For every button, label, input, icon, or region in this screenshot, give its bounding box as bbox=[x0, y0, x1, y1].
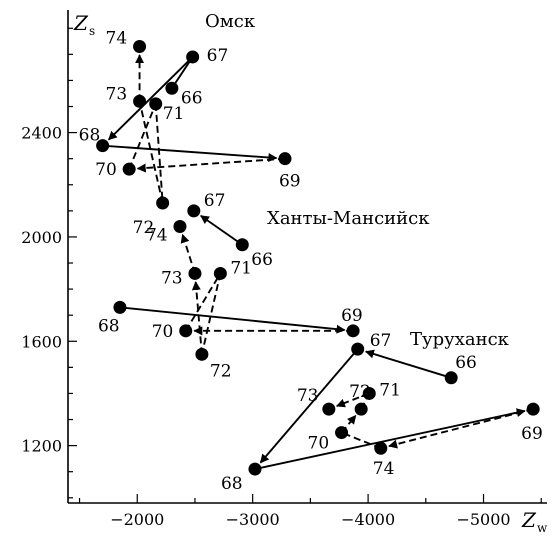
data-point-71 bbox=[213, 266, 227, 280]
data-point-72 bbox=[354, 402, 368, 416]
point-label: 68 bbox=[98, 316, 120, 336]
y-tick-label: 2000 bbox=[21, 228, 62, 247]
segment-68-69 bbox=[119, 306, 346, 334]
data-point-70 bbox=[122, 162, 136, 176]
data-point-69 bbox=[346, 324, 360, 338]
point-label: 69 bbox=[341, 306, 363, 326]
point-label: 70 bbox=[152, 322, 174, 342]
point-label: 74 bbox=[146, 226, 168, 246]
data-point-66 bbox=[165, 81, 179, 95]
point-label: 70 bbox=[308, 434, 330, 454]
data-point-66 bbox=[444, 371, 458, 385]
point-label: 66 bbox=[455, 353, 477, 373]
segment-71-72 bbox=[154, 103, 164, 204]
x-axis-title: Z bbox=[521, 508, 537, 532]
point-label: 69 bbox=[521, 424, 543, 444]
data-point-70 bbox=[335, 426, 349, 440]
point-label: 67 bbox=[207, 46, 229, 66]
data-point-69 bbox=[278, 152, 292, 166]
data-point-68 bbox=[96, 139, 110, 153]
y-tick-label: 1600 bbox=[21, 332, 62, 351]
y-tick-label: 2400 bbox=[21, 124, 62, 143]
x-axis-subscript: w bbox=[537, 521, 548, 535]
point-label: 69 bbox=[279, 172, 301, 192]
point-label: 71 bbox=[379, 380, 401, 400]
trajectory-segments bbox=[102, 54, 534, 471]
data-point-71 bbox=[362, 386, 376, 400]
y-axis-title: Z bbox=[73, 11, 89, 35]
data-point-68 bbox=[248, 462, 262, 476]
y-tick-label: 1200 bbox=[21, 437, 62, 456]
segment-70-71 bbox=[128, 103, 157, 170]
data-point-72 bbox=[195, 347, 209, 361]
data-point-67 bbox=[186, 50, 200, 64]
y-axis-subscript: s bbox=[89, 24, 95, 38]
point-label: 73 bbox=[106, 84, 128, 104]
data-point-66 bbox=[235, 238, 249, 252]
labels: 66 67 68 69 70 71 72 73 74 Омск 66 67 68 69 70 71 72 73 74… bbox=[79, 11, 543, 494]
data-point-74 bbox=[133, 40, 147, 54]
data-point-69 bbox=[526, 402, 540, 416]
segment-72-73 bbox=[138, 101, 164, 204]
data-point-71 bbox=[149, 97, 163, 111]
data-point-70 bbox=[179, 324, 193, 338]
point-label: 73 bbox=[161, 268, 183, 288]
x-tick-label: −2000 bbox=[110, 510, 164, 529]
point-label: 72 bbox=[133, 218, 155, 238]
data-point-74 bbox=[374, 441, 388, 455]
segment-70-71 bbox=[184, 272, 222, 332]
segment-67-68 bbox=[108, 56, 194, 141]
segment-66-67 bbox=[200, 214, 243, 246]
point-label: 72 bbox=[349, 382, 371, 402]
point-label: 66 bbox=[251, 250, 273, 270]
data-point-68 bbox=[113, 300, 127, 314]
series-name-label: Омск bbox=[205, 11, 256, 32]
point-label: 66 bbox=[181, 88, 203, 108]
data-point-72 bbox=[156, 196, 170, 210]
point-label: 73 bbox=[297, 386, 319, 406]
data-point-67 bbox=[351, 342, 365, 356]
segment-68-69 bbox=[102, 144, 278, 162]
series-name-label: Туруханск bbox=[410, 329, 510, 350]
point-label: 71 bbox=[230, 258, 252, 278]
data-point-74 bbox=[173, 220, 187, 234]
segment-69-74 bbox=[388, 408, 534, 449]
data-points bbox=[96, 40, 540, 476]
point-label: 70 bbox=[95, 160, 117, 180]
segment-73-74 bbox=[180, 233, 196, 274]
point-label: 74 bbox=[373, 459, 395, 479]
point-label: 72 bbox=[210, 361, 232, 381]
point-label: 67 bbox=[204, 191, 226, 211]
segment-72-73 bbox=[191, 281, 203, 355]
segment-66-67 bbox=[364, 349, 452, 379]
data-point-73 bbox=[188, 266, 202, 280]
segment-69-70 bbox=[136, 157, 286, 173]
x-tick-label: −5000 bbox=[456, 510, 510, 529]
x-tick-label: −4000 bbox=[341, 510, 395, 529]
point-label: 67 bbox=[370, 331, 392, 351]
point-label: 71 bbox=[163, 104, 185, 124]
point-label: 74 bbox=[106, 29, 128, 49]
segment-74-70 bbox=[341, 431, 382, 450]
series-name-label: Ханты-Мансийск bbox=[267, 208, 430, 229]
point-label: 68 bbox=[221, 474, 243, 494]
data-point-73 bbox=[133, 94, 147, 108]
segment-67-68 bbox=[259, 348, 359, 464]
segment-71-72 bbox=[200, 273, 222, 355]
x-tick-label: −3000 bbox=[226, 510, 280, 529]
data-point-73 bbox=[322, 402, 336, 416]
point-label: 68 bbox=[79, 126, 101, 146]
data-point-67 bbox=[187, 204, 201, 218]
